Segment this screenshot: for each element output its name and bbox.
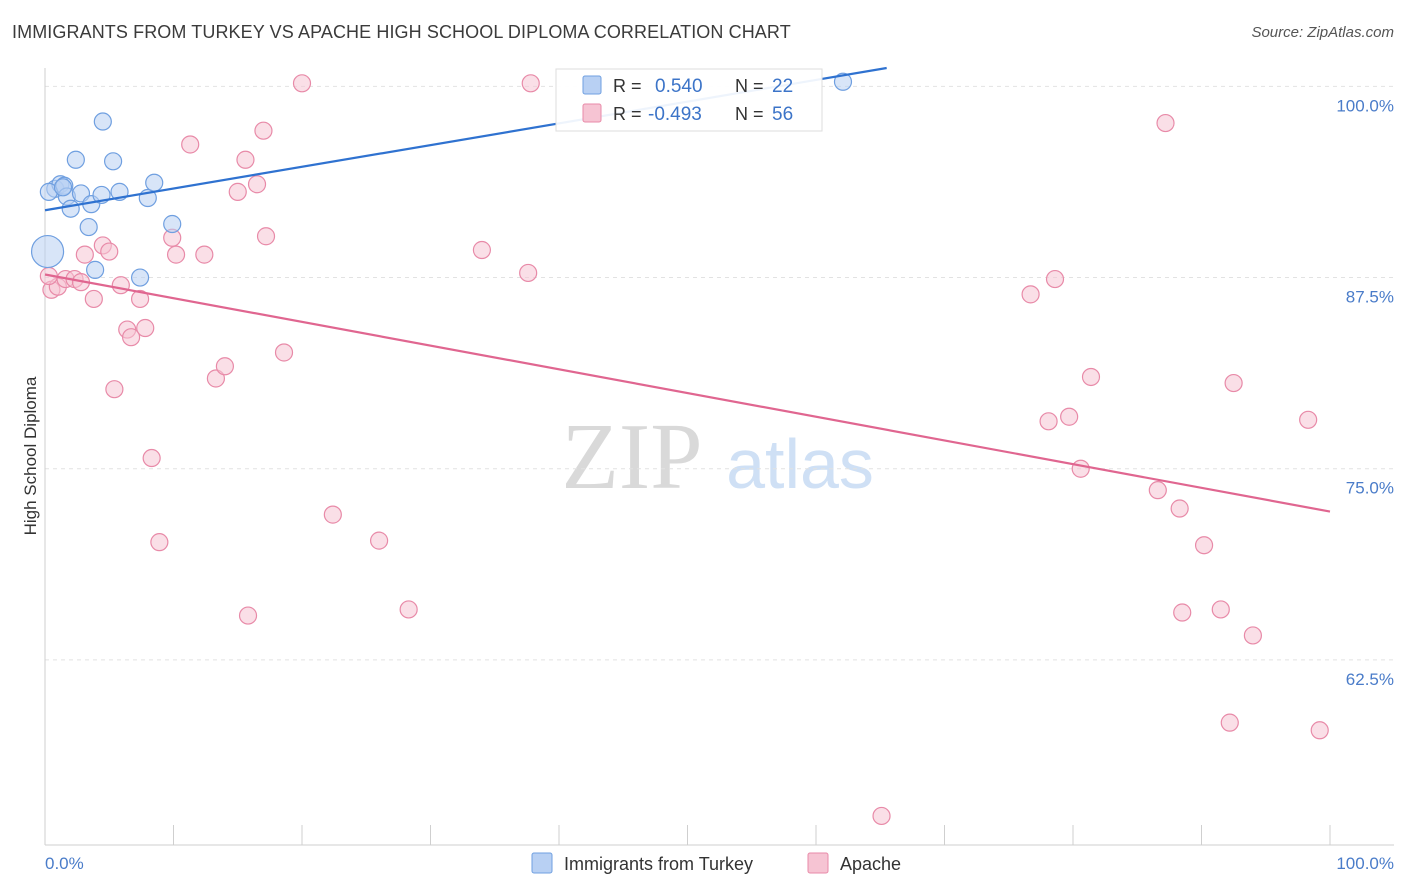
y-tick-labels: 100.0% 87.5% 75.0% 62.5%: [1336, 96, 1394, 689]
apache-point: [136, 318, 155, 338]
legend-n-label-apache: N =: [735, 104, 764, 124]
gridlines: [45, 85, 1394, 661]
apache-point: [130, 289, 150, 309]
y-tick-label: 75.0%: [1346, 479, 1394, 498]
turkey-point: [53, 178, 73, 197]
series-apache-points: [39, 74, 1329, 826]
apache-point: [181, 135, 200, 154]
apache-point: [1220, 713, 1239, 732]
legend-r-value-turkey: 0.540: [655, 76, 703, 97]
apache-point: [1021, 285, 1040, 304]
apache-point: [215, 357, 234, 376]
legend-r-label-apache: R =: [613, 104, 642, 124]
x-tick-label-max: 100.0%: [1336, 854, 1394, 873]
apache-point: [1170, 499, 1189, 518]
y-tick-label: 62.5%: [1346, 670, 1394, 689]
apache-point: [521, 74, 540, 93]
watermark-zip: ZIP: [562, 405, 703, 509]
watermark-atlas: atlas: [726, 425, 874, 503]
apache-point: [195, 245, 214, 264]
chart-title: IMMIGRANTS FROM TURKEY VS APACHE HIGH SC…: [12, 22, 791, 42]
apache-point: [238, 606, 258, 625]
legend-r-value-apache: -0.493: [648, 104, 702, 125]
apache-point: [1224, 373, 1243, 393]
apache-point: [519, 263, 538, 283]
turkey-point: [833, 72, 853, 91]
source-label: Source: ZipAtlas.com: [1251, 24, 1394, 41]
apache-point: [872, 806, 891, 826]
apache-point: [1156, 113, 1175, 133]
apache-point: [1173, 603, 1192, 622]
apache-point: [105, 380, 124, 399]
legend-bottom-label-turkey: Immigrants from Turkey: [564, 854, 753, 874]
apache-point: [1211, 600, 1230, 619]
apache-point: [1243, 626, 1263, 645]
apache-point: [236, 150, 255, 169]
apache-point: [1148, 481, 1167, 500]
apache-point: [1194, 536, 1214, 555]
x-tick-label-min: 0.0%: [45, 854, 84, 873]
axes: [44, 68, 1394, 846]
legend-n-value-turkey: 22: [772, 76, 793, 97]
apache-point: [1045, 269, 1065, 289]
apache-point: [142, 448, 161, 468]
legend-top: R = 0.540 N = 22 R = -0.493 N = 56: [555, 68, 823, 132]
apache-point: [228, 182, 247, 201]
trend-line-apache: [44, 273, 1331, 513]
apache-point: [256, 227, 276, 246]
apache-point: [100, 242, 119, 261]
apache-point: [1060, 407, 1079, 426]
legend-bottom: Immigrants from Turkey Apache: [531, 852, 901, 874]
legend-bottom-swatch-apache: [807, 852, 829, 874]
x-ticks: [173, 825, 1331, 845]
turkey-point: [61, 199, 80, 218]
legend-bottom-swatch-turkey: [531, 852, 553, 874]
apache-point: [84, 289, 103, 309]
apache-point: [121, 328, 141, 347]
y-tick-label: 87.5%: [1346, 288, 1394, 307]
turkey-point: [93, 112, 112, 131]
turkey-point: [30, 234, 65, 269]
apache-point: [206, 369, 226, 388]
apache-point: [1071, 459, 1090, 478]
apache-point: [150, 533, 169, 552]
legend-top-swatch-apache: [582, 103, 602, 123]
apache-point: [111, 276, 130, 295]
apache-point: [1081, 367, 1101, 387]
apache-point: [472, 240, 491, 260]
turkey-point: [145, 173, 164, 192]
legend-n-value-apache: 56: [772, 104, 793, 125]
turkey-point: [104, 152, 123, 171]
legend-r-label-turkey: R =: [613, 76, 642, 96]
y-tick-label: 100.0%: [1336, 96, 1394, 115]
apache-point: [75, 245, 94, 264]
apache-point: [166, 245, 186, 264]
turkey-point: [86, 260, 105, 279]
legend-bottom-label-apache: Apache: [840, 854, 901, 874]
apache-point: [1299, 410, 1318, 429]
apache-point: [1039, 412, 1058, 431]
y-axis-title: High School Diploma: [21, 376, 40, 535]
apache-point: [247, 175, 267, 194]
turkey-point: [163, 214, 182, 234]
apache-point: [274, 343, 294, 362]
apache-point: [1310, 721, 1329, 740]
apache-point: [323, 505, 342, 524]
legend-top-swatch-turkey: [582, 75, 602, 95]
turkey-point: [79, 217, 98, 237]
turkey-point: [130, 268, 150, 287]
apache-point: [399, 600, 418, 619]
legend-n-label-turkey: N =: [735, 76, 764, 96]
apache-point: [370, 531, 389, 550]
apache-point: [292, 74, 312, 93]
apache-point: [254, 121, 273, 140]
turkey-point: [66, 150, 85, 169]
